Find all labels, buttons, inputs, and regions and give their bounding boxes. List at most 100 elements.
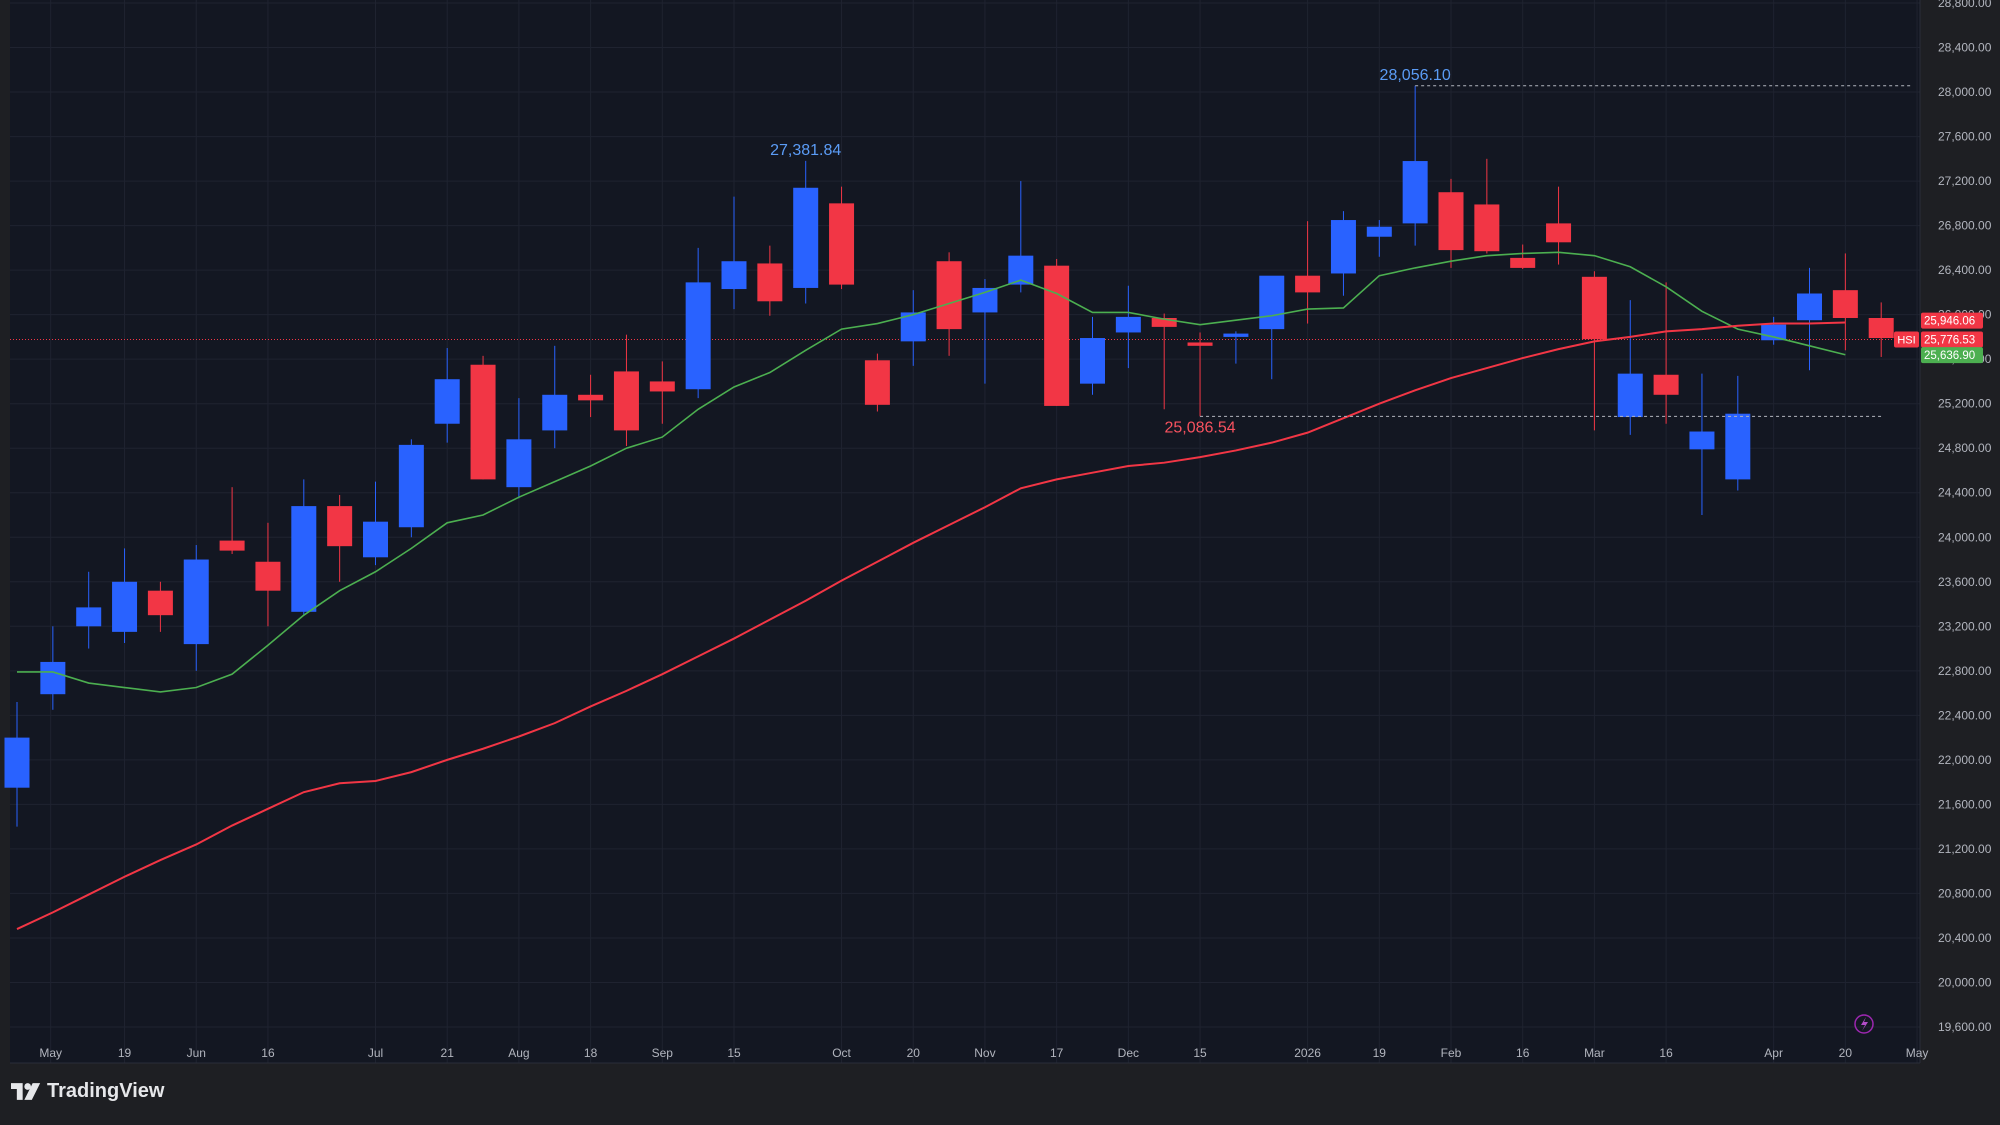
- time-tick-label: Jun: [187, 1046, 206, 1060]
- price-tick-label: 24,800.00: [1938, 441, 1992, 455]
- candle[interactable]: [183, 545, 209, 671]
- candle[interactable]: [1510, 244, 1536, 270]
- time-tick-label: 16: [1659, 1046, 1673, 1060]
- candle[interactable]: [1187, 332, 1213, 417]
- candle[interactable]: [255, 522, 281, 627]
- candle-body: [542, 394, 568, 431]
- time-axis[interactable]: May 19 Jun 16 Jul 21 Aug 18 Sep 15 Oct 20 Nov 17 Dec 15…: [39, 1046, 1928, 1060]
- candle[interactable]: [649, 361, 675, 424]
- tradingview-logo-text: TradingView: [47, 1080, 165, 1102]
- candle[interactable]: [1474, 158, 1500, 254]
- candle[interactable]: [470, 355, 496, 480]
- price-tick-label: 28,400.00: [1938, 41, 1992, 55]
- time-tick-label: 2026: [1294, 1046, 1321, 1060]
- candle-body: [219, 540, 245, 551]
- candle[interactable]: [578, 374, 604, 418]
- candle-body: [613, 371, 639, 431]
- candle-body: [1438, 192, 1464, 251]
- candle[interactable]: [434, 348, 460, 443]
- price-badges: 25,946.06 25,776.53 HSI 25,636.90: [1894, 312, 1983, 364]
- candle[interactable]: [112, 548, 138, 643]
- candle[interactable]: [147, 581, 173, 632]
- candle[interactable]: [1653, 282, 1679, 424]
- candle[interactable]: [1259, 275, 1285, 380]
- price-tick-label: 22,000.00: [1938, 753, 1992, 767]
- candle-body: [578, 394, 604, 401]
- candle[interactable]: [721, 196, 747, 310]
- candle[interactable]: [1151, 313, 1177, 410]
- candle[interactable]: [542, 345, 568, 449]
- candle[interactable]: [1797, 267, 1822, 371]
- candle-body: [829, 203, 855, 285]
- candle-body: [1581, 276, 1607, 340]
- candle-body: [1617, 373, 1643, 418]
- candle-body: [793, 187, 819, 288]
- price-badge: [1921, 312, 1983, 329]
- candle[interactable]: [1295, 221, 1321, 324]
- time-tick-label: 16: [1516, 1046, 1530, 1060]
- price-tick-label: 19,600.00: [1938, 1020, 1992, 1034]
- high-price-label: 27,381.84: [770, 142, 841, 159]
- candle[interactable]: [1617, 300, 1643, 435]
- candle[interactable]: [1581, 271, 1607, 431]
- candle[interactable]: [1725, 375, 1751, 491]
- candle[interactable]: [1115, 285, 1141, 369]
- candle-body: [1761, 324, 1787, 341]
- candle-body: [327, 506, 353, 547]
- candle[interactable]: [363, 481, 388, 566]
- grid: [10, 0, 1920, 1063]
- price-badge-label: 25,636.90: [1924, 350, 1975, 362]
- candle[interactable]: [327, 494, 353, 582]
- candle[interactable]: [4, 701, 30, 827]
- tradingview-logo[interactable]: TradingView: [11, 1080, 164, 1103]
- candle[interactable]: [76, 571, 102, 649]
- candle-body: [255, 561, 281, 591]
- time-tick-label: 20: [1839, 1046, 1853, 1060]
- candle[interactable]: [757, 245, 783, 316]
- candle-body: [1330, 220, 1356, 274]
- candle[interactable]: [1223, 331, 1249, 364]
- candle[interactable]: [1689, 373, 1715, 515]
- candle[interactable]: [613, 334, 639, 446]
- time-tick-label: Feb: [1441, 1046, 1462, 1060]
- candle[interactable]: [219, 487, 245, 554]
- candle[interactable]: [1044, 259, 1070, 406]
- candle-body: [1295, 275, 1321, 293]
- time-tick-label: 19: [118, 1046, 132, 1060]
- candle[interactable]: [1366, 220, 1392, 257]
- candle-body: [757, 263, 783, 302]
- price-axis[interactable]: 28,800.00 28,400.00 28,000.00 27,600.00 27,2…: [1938, 0, 1992, 1034]
- candle[interactable]: [1438, 178, 1464, 268]
- candle[interactable]: [506, 398, 532, 499]
- candle-body: [1187, 342, 1213, 346]
- candle[interactable]: [1832, 253, 1858, 351]
- candle-body: [398, 444, 424, 528]
- candle-body: [1151, 317, 1177, 327]
- candle[interactable]: [291, 479, 317, 616]
- candle[interactable]: [864, 353, 890, 412]
- candle[interactable]: [793, 160, 819, 304]
- time-tick-label: Sep: [652, 1046, 674, 1060]
- time-tick-label: May: [39, 1046, 62, 1060]
- price-badge-label: 25,946.06: [1924, 316, 1975, 328]
- price-tick-label: 20,800.00: [1938, 886, 1992, 900]
- candle[interactable]: [1402, 85, 1428, 246]
- price-tick-label: 24,400.00: [1938, 486, 1992, 500]
- candle-body: [936, 261, 962, 330]
- candle[interactable]: [829, 186, 855, 290]
- candle[interactable]: [1330, 211, 1356, 296]
- candle[interactable]: [685, 247, 711, 399]
- flash-icon[interactable]: [1854, 1014, 1874, 1034]
- moving-averages: [16, 251, 1846, 930]
- annotations: 28,056.10 27,381.84 25,086.54: [770, 67, 1912, 436]
- candle[interactable]: [1080, 316, 1105, 395]
- candle[interactable]: [40, 626, 66, 710]
- candle-body: [1797, 293, 1822, 321]
- candle-body: [291, 506, 317, 612]
- candle[interactable]: [1868, 302, 1894, 357]
- time-tick-label: Dec: [1118, 1046, 1139, 1060]
- price-tick-label: 23,600.00: [1938, 575, 1992, 589]
- price-badge-label: 25,776.53: [1924, 335, 1975, 347]
- candle[interactable]: [398, 439, 424, 538]
